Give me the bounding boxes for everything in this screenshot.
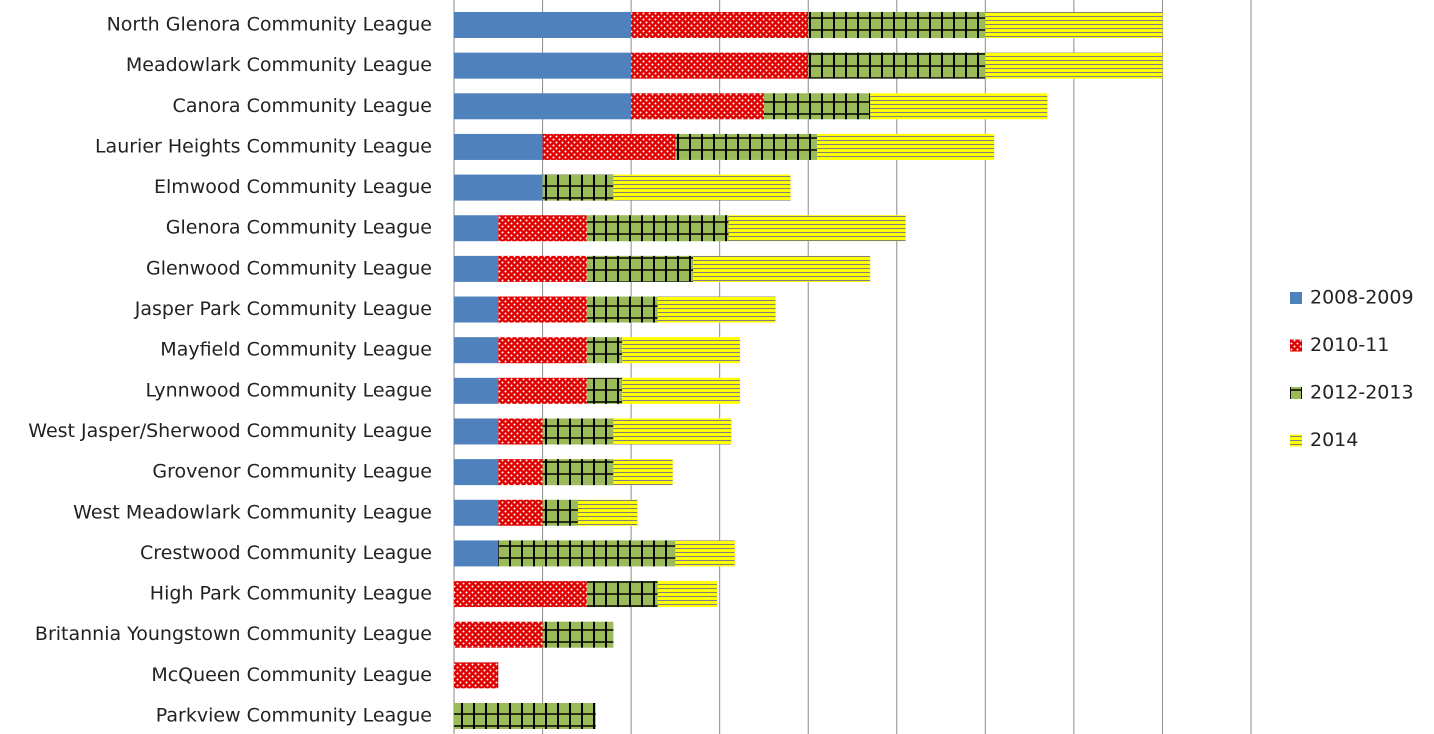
bar-segment bbox=[498, 540, 676, 567]
bar-segment bbox=[613, 174, 791, 201]
y-tick-label: Jasper Park Community League bbox=[134, 298, 432, 320]
bar-segment bbox=[631, 12, 809, 38]
y-tick-label: Laurier Heights Community League bbox=[95, 135, 432, 157]
bar-segment bbox=[763, 93, 871, 120]
y-tick-label: Canora Community League bbox=[173, 95, 432, 117]
bar-segment bbox=[808, 52, 986, 79]
bar-segment bbox=[498, 499, 543, 526]
bar-segment bbox=[728, 215, 906, 242]
y-tick-label: Britannia Youngstown Community League bbox=[35, 623, 432, 645]
bar-segment bbox=[454, 418, 499, 445]
bar-segment bbox=[586, 296, 658, 323]
bar-segment bbox=[631, 93, 764, 120]
legend-swatch bbox=[1290, 339, 1302, 352]
bar-segment bbox=[498, 215, 587, 242]
legend-label: 2010-11 bbox=[1310, 334, 1389, 356]
bar-segment bbox=[542, 459, 614, 486]
bar-segment bbox=[454, 621, 543, 648]
bar-segment bbox=[498, 377, 587, 404]
bar-segment bbox=[454, 12, 632, 38]
bar-segment bbox=[454, 337, 499, 364]
bar-segment bbox=[808, 12, 986, 38]
y-tick-label: West Jasper/Sherwood Community League bbox=[28, 420, 432, 442]
bar-segment bbox=[675, 133, 818, 160]
bar-segment bbox=[454, 296, 499, 323]
bar-segment bbox=[817, 133, 995, 160]
legend-swatch bbox=[1290, 434, 1302, 447]
bar-segment bbox=[454, 703, 596, 729]
y-tick-label: McQueen Community League bbox=[151, 664, 432, 686]
bar-segment bbox=[454, 540, 499, 567]
bar-segment bbox=[586, 255, 694, 282]
bar-segment bbox=[454, 133, 543, 160]
legend-label: 2008-2009 bbox=[1310, 287, 1414, 309]
y-tick-label: North Glenora Community League bbox=[107, 14, 432, 36]
legend-swatch bbox=[1290, 387, 1302, 399]
bar-segment bbox=[498, 296, 587, 323]
bar-segment bbox=[622, 337, 741, 364]
bar-segment bbox=[498, 418, 543, 445]
bar-segment bbox=[454, 499, 499, 526]
bar-segment bbox=[631, 52, 809, 79]
bar-segment bbox=[542, 499, 578, 526]
bar-segment bbox=[454, 174, 543, 201]
legend-label: 2014 bbox=[1310, 429, 1358, 451]
bar-segment bbox=[454, 215, 499, 242]
y-tick-label: West Meadowlark Community League bbox=[73, 501, 432, 523]
bar-segment bbox=[586, 337, 623, 364]
y-tick-label: Grovenor Community League bbox=[152, 461, 432, 483]
bar-segment bbox=[577, 499, 638, 526]
legend-label: 2012-2013 bbox=[1310, 382, 1414, 404]
bar-segment bbox=[454, 52, 632, 79]
bar-segment bbox=[542, 133, 676, 160]
bar-segment bbox=[586, 581, 658, 608]
bar-segment bbox=[985, 52, 1163, 79]
y-tick-label: Lynnwood Community League bbox=[146, 379, 432, 401]
y-tick-label: Glenora Community League bbox=[166, 217, 432, 239]
bar-segment bbox=[498, 459, 543, 486]
bar-segment bbox=[542, 621, 614, 648]
bar-segment bbox=[542, 418, 614, 445]
legend-swatch bbox=[1290, 292, 1302, 304]
bar-segment bbox=[454, 459, 499, 486]
bar-segment bbox=[657, 296, 776, 323]
bar-segment bbox=[675, 540, 735, 567]
bar-segment bbox=[454, 93, 632, 120]
y-tick-label: Crestwood Community League bbox=[140, 542, 432, 564]
bar-segment bbox=[586, 377, 623, 404]
bar-segment bbox=[657, 581, 718, 608]
bar-segment bbox=[454, 662, 499, 689]
bar-segment bbox=[693, 255, 871, 282]
y-tick-label: High Park Community League bbox=[150, 583, 432, 605]
y-tick-label: Parkview Community League bbox=[156, 705, 432, 727]
bar-segment bbox=[870, 93, 1048, 120]
bar-segment bbox=[613, 459, 673, 486]
bar-segment bbox=[498, 337, 587, 364]
bar-segment bbox=[498, 255, 587, 282]
y-tick-label: Elmwood Community League bbox=[154, 176, 432, 198]
bar-segment bbox=[985, 12, 1163, 38]
bar-segment bbox=[454, 255, 499, 282]
y-tick-label: Mayfield Community League bbox=[160, 339, 432, 361]
y-tick-label: Meadowlark Community League bbox=[126, 54, 432, 76]
bar-segment bbox=[613, 418, 732, 445]
y-tick-label: Glenwood Community League bbox=[146, 257, 432, 279]
bar-segment bbox=[454, 377, 499, 404]
bar-segment bbox=[622, 377, 741, 404]
bar-segment bbox=[454, 581, 587, 608]
bar-segment bbox=[542, 174, 614, 201]
bar-segment bbox=[586, 215, 729, 242]
